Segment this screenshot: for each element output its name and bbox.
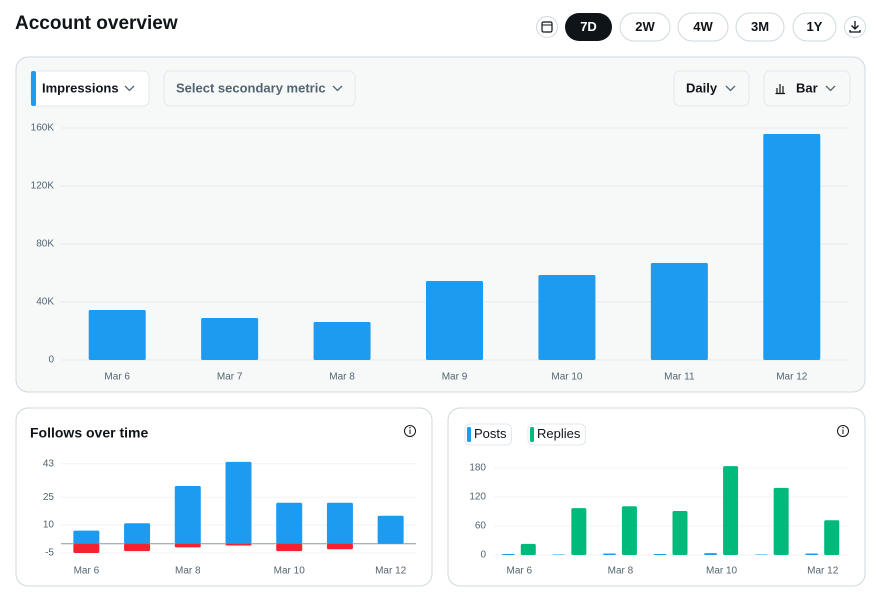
x-tick-label: Mar 8 bbox=[175, 566, 201, 577]
range-button[interactable] bbox=[677, 12, 729, 42]
bar bbox=[501, 554, 515, 555]
bar bbox=[538, 275, 596, 360]
bar bbox=[602, 553, 616, 555]
bar bbox=[672, 511, 688, 555]
bar bbox=[73, 543, 100, 553]
y-tick-label: 0 bbox=[48, 355, 54, 366]
dropdown-label: Select secondary metric bbox=[176, 80, 326, 95]
bar bbox=[174, 486, 201, 544]
x-tick-label: Mar 6 bbox=[104, 372, 130, 383]
bar bbox=[571, 508, 587, 555]
range-button[interactable] bbox=[565, 13, 612, 41]
bar-icon bbox=[775, 84, 785, 95]
range-label: 4W bbox=[693, 19, 713, 34]
dropdown-label: Impressions bbox=[42, 80, 119, 95]
download-button[interactable] bbox=[844, 16, 866, 38]
y-tick-label: 25 bbox=[43, 492, 55, 503]
y-tick-label: 10 bbox=[43, 520, 55, 531]
bar bbox=[377, 515, 404, 544]
y-tick-label: 120K bbox=[31, 181, 55, 192]
y-tick-label: 40K bbox=[36, 297, 54, 308]
bar bbox=[225, 543, 252, 546]
bar bbox=[201, 317, 259, 360]
range-button[interactable] bbox=[735, 12, 785, 42]
range-label: 3M bbox=[751, 19, 769, 34]
x-tick-label: Mar 11 bbox=[664, 372, 695, 383]
y-tick-label: 120 bbox=[469, 492, 486, 503]
bar bbox=[520, 543, 536, 555]
x-tick-label: Mar 6 bbox=[74, 566, 100, 577]
chevron bbox=[825, 85, 836, 92]
bar bbox=[73, 530, 100, 544]
calendar-button[interactable] bbox=[536, 16, 558, 38]
bar bbox=[124, 543, 151, 552]
y-tick-label: 60 bbox=[475, 521, 487, 532]
info-icon[interactable] bbox=[837, 425, 849, 437]
x-tick-label: Mar 12 bbox=[807, 566, 839, 577]
bar bbox=[723, 466, 739, 555]
chart-title: Follows over time bbox=[30, 425, 148, 441]
chart-type-dropdown[interactable] bbox=[763, 70, 851, 107]
x-tick-label: Mar 10 bbox=[274, 566, 306, 577]
legend-swatch bbox=[467, 427, 471, 442]
x-tick-label: Mar 7 bbox=[217, 372, 243, 383]
bar bbox=[805, 553, 819, 555]
interval-dropdown[interactable] bbox=[673, 70, 750, 107]
legend-label: Replies bbox=[537, 426, 581, 441]
metric-color bbox=[31, 71, 36, 106]
x-tick-label: Mar 10 bbox=[706, 566, 738, 577]
range-button[interactable] bbox=[792, 12, 837, 42]
bar bbox=[124, 523, 151, 544]
bar bbox=[313, 322, 371, 360]
metric-dropdown[interactable] bbox=[163, 70, 356, 107]
chevron bbox=[725, 85, 736, 92]
y-tick-label: 160K bbox=[31, 123, 55, 134]
bar bbox=[225, 461, 252, 544]
legend-chip[interactable] bbox=[527, 423, 586, 446]
legend-swatch bbox=[530, 427, 534, 442]
x-tick-label: Mar 9 bbox=[442, 372, 468, 383]
bar bbox=[276, 543, 303, 552]
chevron bbox=[332, 85, 343, 92]
range-button[interactable] bbox=[619, 12, 671, 42]
legend-label: Posts bbox=[474, 426, 507, 441]
bar bbox=[326, 502, 353, 544]
bar bbox=[824, 520, 840, 555]
y-tick-label: 43 bbox=[43, 458, 55, 469]
y-tick-label: -5 bbox=[45, 548, 54, 559]
legend-chip[interactable] bbox=[464, 423, 513, 446]
bar bbox=[326, 543, 353, 550]
bar bbox=[650, 262, 708, 360]
chevron bbox=[124, 85, 135, 92]
bar bbox=[426, 280, 483, 360]
bar bbox=[174, 543, 201, 548]
range-label: 2W bbox=[635, 19, 655, 34]
x-tick-label: Mar 8 bbox=[608, 566, 634, 577]
info-icon[interactable] bbox=[404, 425, 416, 437]
page-title: Account overview bbox=[15, 13, 178, 34]
x-tick-label: Mar 12 bbox=[776, 372, 808, 383]
bar bbox=[773, 487, 789, 555]
range-label: 1Y bbox=[807, 19, 823, 34]
bar bbox=[653, 554, 667, 555]
x-tick-label: Mar 10 bbox=[551, 372, 583, 383]
bar bbox=[621, 506, 637, 555]
range-label: 7D bbox=[580, 19, 597, 34]
x-tick-label: Mar 12 bbox=[375, 566, 407, 577]
y-tick-label: 0 bbox=[480, 550, 486, 561]
dropdown-label: Daily bbox=[686, 80, 718, 95]
y-tick-label: 180 bbox=[469, 463, 486, 474]
x-tick-label: Mar 6 bbox=[507, 566, 533, 577]
bar bbox=[88, 309, 146, 360]
y-tick-label: 80K bbox=[36, 239, 54, 250]
x-tick-label: Mar 8 bbox=[329, 372, 355, 383]
bar bbox=[276, 502, 303, 544]
bar bbox=[704, 553, 718, 555]
bar bbox=[763, 133, 821, 360]
dropdown-label: Bar bbox=[796, 80, 818, 95]
